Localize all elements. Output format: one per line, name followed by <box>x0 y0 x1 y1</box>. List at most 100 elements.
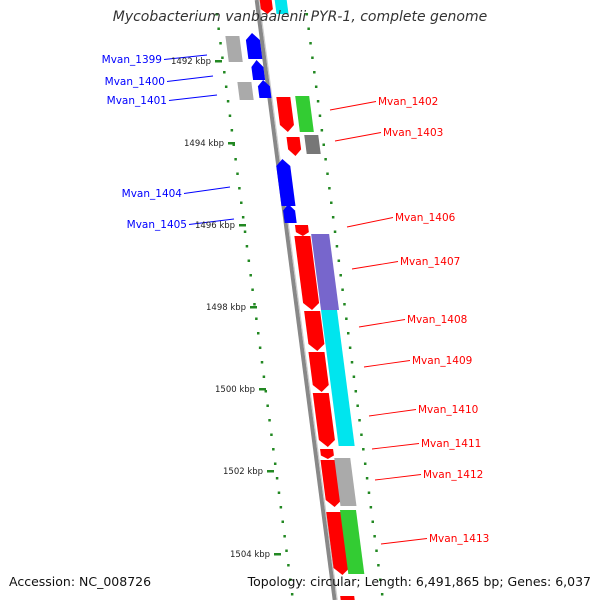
gene-label-mvan-1402[interactable]: Mvan_1402 <box>378 96 438 108</box>
gene-labels: Mvan_1399 Mvan_1400 Mvan_1401 Mvan_1402 Mvan… <box>102 54 490 545</box>
leader-line <box>329 101 377 111</box>
right-scale-dot <box>379 578 382 581</box>
gene-label-mvan-1409[interactable]: Mvan_1409 <box>412 355 472 367</box>
right-scale-dot <box>363 462 367 465</box>
right-scale-dot <box>335 245 339 248</box>
left-scale-dot <box>215 13 219 16</box>
kbp-tick-label: 1492 kbp <box>171 57 211 67</box>
right-scale-dot <box>360 433 363 436</box>
gene-label-mvan-1405[interactable]: Mvan_1405 <box>127 219 187 231</box>
leader-line <box>334 132 382 142</box>
right-scale-dot <box>314 85 318 88</box>
gene-label-mvan-1399[interactable]: Mvan_1399 <box>102 54 162 66</box>
left-scale-dot <box>232 143 235 146</box>
genome-summary: Topology: circular; Length: 6,491,865 bp… <box>247 574 591 589</box>
gene-arrow-mvan-1406 <box>294 225 309 236</box>
right-scale-dot <box>326 172 329 175</box>
right-scale-dot <box>318 114 322 117</box>
left-scale-dot <box>253 303 256 306</box>
right-scale-dot <box>339 274 342 277</box>
leader-line <box>368 409 417 417</box>
leader-line <box>188 218 235 225</box>
gene-label-mvan-1410[interactable]: Mvan_1410 <box>418 404 478 416</box>
gene-label-mvan-1408[interactable]: Mvan_1408 <box>407 314 467 326</box>
gene-label-mvan-1401[interactable]: Mvan_1401 <box>107 95 167 107</box>
right-scale-dot <box>305 13 309 16</box>
gene-label-mvan-1407[interactable]: Mvan_1407 <box>400 256 460 268</box>
green-block-mvan-1413 <box>340 510 365 574</box>
right-scale-dot <box>331 216 335 219</box>
cyan-block-top-partial <box>274 0 289 14</box>
backbone-line <box>254 0 337 600</box>
gene-label-mvan-1413[interactable]: Mvan_1413 <box>429 533 489 545</box>
left-scale-dot <box>275 477 279 480</box>
left-scale-dot <box>277 491 281 494</box>
kbp-tick-mark <box>267 470 274 473</box>
gene-bottom-partial <box>340 596 355 600</box>
left-scale-dot <box>262 375 266 378</box>
left-scale-dot <box>223 71 226 74</box>
kbp-tick-label: 1498 kbp <box>206 303 246 313</box>
left-scale-dot <box>256 332 260 335</box>
purple-block-mvan-1407 <box>311 234 339 310</box>
gene-arrow-mvan-1407 <box>294 236 320 310</box>
gene-arrow-top-partial <box>259 0 273 14</box>
green-block-mvan-1402 <box>295 96 314 132</box>
kbp-tick-mark <box>250 306 257 309</box>
left-scale-dot <box>268 419 271 422</box>
right-scale-dot <box>345 317 348 320</box>
right-scale-dot <box>337 259 341 262</box>
left-scale-dot <box>219 42 222 45</box>
leader-line <box>380 538 428 545</box>
gene-label-mvan-1411[interactable]: Mvan_1411 <box>421 438 481 450</box>
left-scale-dot <box>260 361 264 364</box>
kbp-tick-label: 1496 kbp <box>195 221 235 231</box>
kbp-tick-mark <box>259 388 266 391</box>
left-scale-dot <box>247 259 251 262</box>
right-scale-dot <box>322 143 325 146</box>
gene-arrow-mvan-1403 <box>286 137 302 156</box>
right-scale-dot <box>371 520 374 523</box>
gene-arrow-mvan-1408 <box>304 311 325 351</box>
left-scale-dot <box>236 172 239 175</box>
kbp-tick-mark <box>215 60 222 63</box>
left-scale-dot <box>230 129 234 132</box>
leader-line <box>374 474 422 481</box>
right-scale-dot <box>350 361 354 364</box>
gene-arrow-mvan-1399 <box>245 33 263 59</box>
kbp-tick-mark <box>239 224 246 227</box>
gene-label-mvan-1404[interactable]: Mvan_1404 <box>122 188 183 200</box>
kbp-tick-label: 1500 kbp <box>215 385 255 395</box>
right-scale-dot <box>369 506 373 509</box>
gene-arrow-mvan-1402 <box>276 97 294 132</box>
left-scale-dot <box>255 317 258 320</box>
kbp-labels: 1492 kbp 1494 kbp 1496 kbp 1498 kbp 1500 kbp… <box>171 57 281 560</box>
gene-label-mvan-1403[interactable]: Mvan_1403 <box>383 127 443 139</box>
gene-arrow-mvan-1404 <box>276 159 296 206</box>
leader-line <box>351 261 399 270</box>
left-scale-dot <box>245 245 249 248</box>
gene-label-mvan-1412[interactable]: Mvan_1412 <box>423 469 483 481</box>
left-scale-dot <box>283 535 286 538</box>
gene-label-mvan-1406[interactable]: Mvan_1406 <box>395 212 456 224</box>
left-scale-dot <box>264 390 268 393</box>
kbp-tick-mark <box>274 553 281 556</box>
gene-features <box>225 0 365 600</box>
left-scale-dot <box>289 578 292 581</box>
right-scale-dot <box>307 27 310 30</box>
accession-text: Accession: NC_008726 <box>9 574 152 589</box>
kbp-tick-label: 1494 kbp <box>184 139 224 149</box>
right-scale-dot <box>365 477 369 480</box>
leader-line <box>168 94 218 101</box>
right-scale-dot <box>324 158 327 161</box>
kbp-tick-label: 1502 kbp <box>223 467 263 477</box>
grey-block-mvan-1399 <box>225 36 243 62</box>
grey-block-mvan-1412 <box>334 458 357 506</box>
right-scale-dot <box>356 404 359 407</box>
gene-arrow-mvan-1411 <box>320 449 334 459</box>
left-scale-dot <box>273 462 277 465</box>
left-scale-dot <box>228 114 232 117</box>
gene-label-mvan-1400[interactable]: Mvan_1400 <box>105 76 165 88</box>
left-scale-dot <box>226 100 230 103</box>
